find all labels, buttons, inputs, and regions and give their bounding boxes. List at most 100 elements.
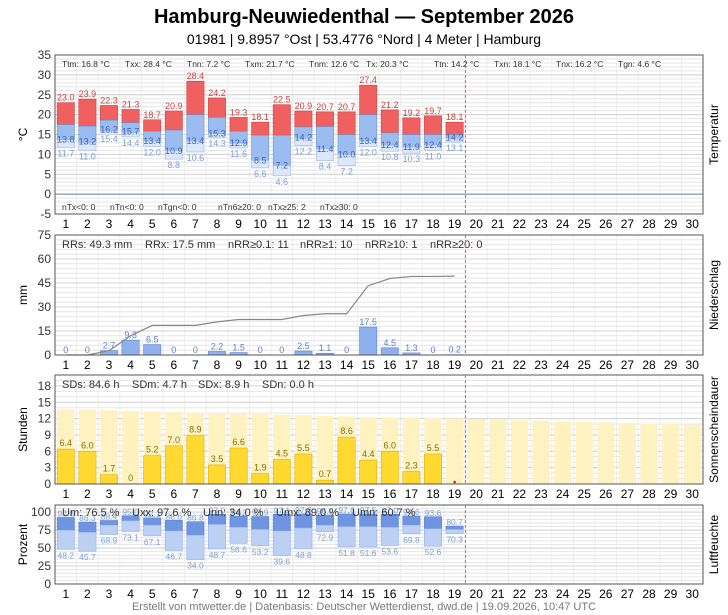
x-tick-label: 27 <box>621 587 635 601</box>
x-tick-label: 30 <box>686 487 700 501</box>
tmin-bar <box>251 160 270 169</box>
panel-border <box>54 374 704 485</box>
y-tick-label: 60 <box>38 252 52 266</box>
stat-label: RRx: 17.5 mm <box>145 239 215 251</box>
x-tick-label: 6 <box>170 217 177 231</box>
stat-label: nTx<0: 0 <box>62 202 96 212</box>
sun-possible-bar <box>553 421 572 484</box>
sun-label: 8.9 <box>189 424 202 434</box>
umin-bar <box>337 526 356 548</box>
tmin-bar <box>424 144 442 151</box>
x-tick-label: 17 <box>405 358 419 372</box>
x-tick-label: 7 <box>192 487 199 501</box>
tmax-label: 21.2 <box>381 100 399 110</box>
x-tick-label: 6 <box>170 358 177 372</box>
y-tick-label: 75 <box>38 228 52 242</box>
x-tick-label: 20 <box>470 358 484 372</box>
x-tick-label: 15 <box>362 587 376 601</box>
tmax-label: 20.9 <box>295 101 313 111</box>
tmax-bar <box>251 121 270 136</box>
x-tick-label: 16 <box>383 358 397 372</box>
x-tick-label: 22 <box>513 358 527 372</box>
tmin-label: 8.4 <box>319 162 332 172</box>
x-tick-label: 3 <box>106 487 113 501</box>
x-tick-label: 24 <box>556 587 570 601</box>
umin-bar <box>380 526 399 546</box>
x-tick-label: 20 <box>470 587 484 601</box>
panel-title: Sonnenscheindauer <box>707 376 721 483</box>
tmean-label: 11.9 <box>403 142 420 152</box>
x-tick-label: 24 <box>556 217 570 231</box>
x-tick-label: 25 <box>578 487 592 501</box>
x-tick-label: 1 <box>62 587 69 601</box>
x-tick-label: 29 <box>664 487 678 501</box>
umax-label: 88.4 <box>101 512 118 522</box>
tmean-label: 15.3 <box>208 128 226 138</box>
tmin-label: 4.6 <box>276 177 289 187</box>
x-tick-label: 12 <box>297 487 311 501</box>
y-tick-label: 45 <box>38 276 52 290</box>
stat-label: Ttm: 16.8 °C <box>62 59 110 69</box>
stat-label: nTn6≥20: 0 <box>218 202 261 212</box>
panel-title: Niederschlag <box>707 260 721 330</box>
x-tick-label: 29 <box>664 587 678 601</box>
x-tick-label: 7 <box>192 217 199 231</box>
x-tick-label: 5 <box>149 487 156 501</box>
x-tick-label: 25 <box>578 587 592 601</box>
umin-label: 67.1 <box>144 537 161 547</box>
umax-label: 97.1 <box>274 505 291 515</box>
y-tick-label: 18 <box>38 379 52 393</box>
tmax-bar <box>316 111 334 127</box>
y-tick-label: 5 <box>44 167 51 181</box>
x-tick-label: 22 <box>513 487 527 501</box>
rain-label: 1.5 <box>232 343 245 353</box>
y-axis-label: °C <box>16 127 30 141</box>
sun-possible-bar <box>489 419 507 484</box>
umin-label: 46.7 <box>166 551 183 561</box>
umin-label: 52.6 <box>425 547 442 557</box>
sun-label: 0.7 <box>319 469 332 479</box>
y-tick-label: -5 <box>40 207 51 221</box>
tmax-label: 19.7 <box>424 106 442 116</box>
stat-label: Txm: 21.7 °C <box>245 59 295 69</box>
umax-bar <box>78 521 97 533</box>
x-tick-label: 10 <box>254 217 268 231</box>
y-tick-label: 6 <box>44 444 51 458</box>
umax-label: 80.7 <box>446 517 463 527</box>
tmax-bar <box>186 80 205 115</box>
x-tick-label: 28 <box>642 587 656 601</box>
umin-label: 53.2 <box>252 547 269 557</box>
sun-bar <box>251 473 270 485</box>
sun-label: 6.6 <box>232 437 245 447</box>
x-tick-label: 30 <box>686 587 700 601</box>
x-tick-label: 1 <box>62 217 69 231</box>
stat-label: SDm: 4.7 h <box>132 379 187 391</box>
umin-bar <box>208 524 226 550</box>
x-tick-label: 5 <box>149 358 156 372</box>
tmin-label: 14.4 <box>122 138 140 148</box>
sun-label: 7.0 <box>168 435 181 445</box>
tmax-label: 20.9 <box>165 101 183 111</box>
tmax-bar <box>402 117 421 135</box>
x-tick-label: 3 <box>106 358 113 372</box>
umax-label: 92.1 <box>144 509 161 519</box>
rain-label: 0.2 <box>448 345 461 355</box>
x-tick-label: 26 <box>599 487 613 501</box>
x-tick-label: 5 <box>149 217 156 231</box>
x-tick-label: 12 <box>297 217 311 231</box>
umin-label: 72.9 <box>317 533 334 543</box>
x-tick-label: 16 <box>383 217 397 231</box>
tmin-label: 11.0 <box>79 151 96 161</box>
umin-label: 56.6 <box>230 544 247 554</box>
panel-border <box>54 504 704 585</box>
rain-label: 2.5 <box>297 341 310 351</box>
tmin-label: 13.1 <box>446 143 464 153</box>
tmax-bar <box>380 109 399 134</box>
x-tick-label: 1 <box>62 487 69 501</box>
umin-label: 69.8 <box>403 535 420 545</box>
y-tick-label: 12 <box>38 412 52 426</box>
tmax-label: 23.0 <box>57 93 75 103</box>
tmin-label: 15.4 <box>100 134 118 144</box>
tmean-label: 10.9 <box>165 146 183 156</box>
tmin-bar <box>100 130 118 134</box>
